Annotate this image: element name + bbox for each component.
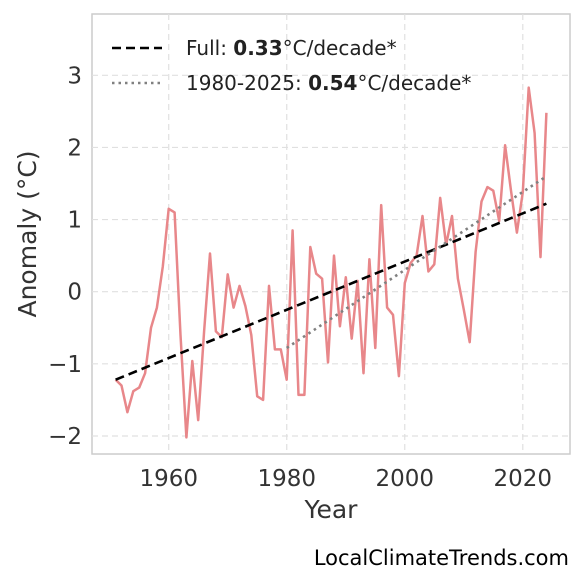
y-axis-label: Anomaly (°C): [13, 150, 42, 317]
plot-area: [91, 13, 571, 455]
trend-lines: [115, 175, 548, 381]
watermark: LocalClimateTrends.com: [313, 546, 569, 570]
y-tick-labels: −2 −1 0 1 2 3: [48, 63, 82, 450]
y-tick-label: −1: [48, 352, 82, 378]
x-tick-label: 2000: [375, 466, 434, 492]
x-tick-label: 2020: [494, 466, 553, 492]
data-series: [114, 86, 548, 439]
x-tick-labels: 1960 1980 2000 2020: [139, 466, 552, 492]
gridlines: [92, 14, 570, 454]
y-tick-label: 2: [67, 135, 82, 161]
y-tick-label: −2: [48, 424, 82, 450]
y-tick-label: 3: [67, 63, 82, 89]
x-axis-label: Year: [304, 495, 359, 524]
x-tick-label: 1960: [139, 466, 198, 492]
legend-entry: 1980-2025: 0.54°C/decade*: [186, 71, 471, 95]
trend-line-full: [115, 202, 547, 381]
legend-entry: Full: 0.33°C/decade*: [186, 36, 397, 60]
anomaly-series-line: [114, 86, 548, 439]
y-tick-label: 1: [67, 208, 82, 234]
legend: Full: 0.33°C/decade* 1980-2025: 0.54°C/de…: [112, 36, 471, 95]
x-tick-label: 1980: [257, 466, 316, 492]
y-tick-label: 0: [67, 280, 82, 306]
